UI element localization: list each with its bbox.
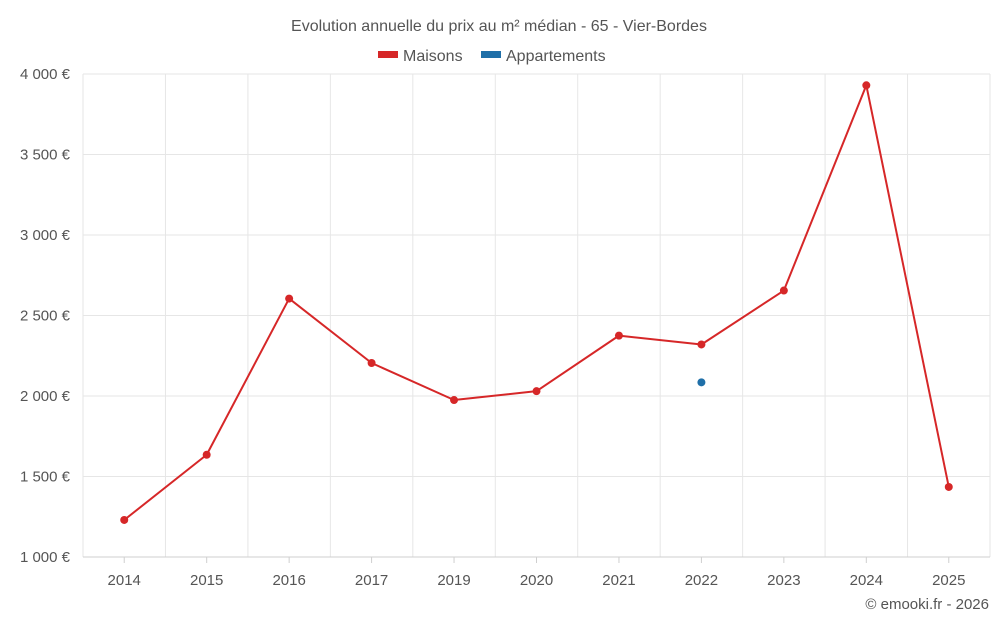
x-tick-label: 2014 <box>108 572 141 589</box>
y-tick-label: 1 500 € <box>20 469 71 486</box>
data-point-maisons-2016[interactable] <box>285 294 294 303</box>
data-point-maisons-2021[interactable] <box>614 331 623 340</box>
data-point-appartements-2022[interactable] <box>697 378 706 387</box>
legend-label-appartements[interactable]: Appartements <box>506 48 606 65</box>
y-gridlines <box>83 73 990 477</box>
x-tick-label: 2015 <box>190 572 223 589</box>
data-point-maisons-2022[interactable] <box>697 340 706 349</box>
legend-swatch-appartements <box>481 51 501 58</box>
y-tick-label: 4 000 € <box>20 66 71 83</box>
y-tick-label: 3 500 € <box>20 147 71 164</box>
chart-title: Evolution annuelle du prix au m² médian … <box>291 18 707 35</box>
data-point-maisons-2025[interactable] <box>944 482 953 491</box>
credit-text: © emooki.fr - 2026 <box>865 596 989 613</box>
x-tick-label: 2016 <box>272 572 305 589</box>
x-gridlines <box>82 74 991 557</box>
x-axis-ticks: 2014 2015 2016 2017 2019 2020 2021 2022 2023 2024… <box>108 557 965 589</box>
legend: Maisons Appartements <box>378 48 606 65</box>
legend-swatch-maisons <box>378 51 398 58</box>
x-tick-label: 2020 <box>520 572 553 589</box>
x-tick-label: 2024 <box>850 572 883 589</box>
data-point-maisons-2017[interactable] <box>367 358 376 367</box>
data-point-maisons-2015[interactable] <box>202 450 211 459</box>
data-point-maisons-2023[interactable] <box>779 286 788 295</box>
data-point-maisons-2019[interactable] <box>450 396 459 405</box>
series-group <box>120 81 953 524</box>
y-tick-label: 3 000 € <box>20 227 71 244</box>
data-point-maisons-2014[interactable] <box>120 515 129 524</box>
x-tick-label: 2023 <box>767 572 800 589</box>
y-tick-label: 2 000 € <box>20 388 71 405</box>
x-tick-label: 2019 <box>437 572 470 589</box>
legend-label-maisons[interactable]: Maisons <box>403 48 463 65</box>
y-tick-label: 1 000 € <box>20 549 71 566</box>
y-tick-label: 2 500 € <box>20 308 71 325</box>
data-point-maisons-2020[interactable] <box>532 387 541 396</box>
y-axis-ticks: 1 000 € 1 500 € 2 000 € 2 500 € 3 000 € 3 500… <box>20 66 71 566</box>
x-tick-label: 2017 <box>355 572 388 589</box>
x-tick-label: 2021 <box>602 572 635 589</box>
data-point-maisons-2024[interactable] <box>862 81 871 90</box>
x-tick-label: 2022 <box>685 572 718 589</box>
x-tick-label: 2025 <box>932 572 965 589</box>
